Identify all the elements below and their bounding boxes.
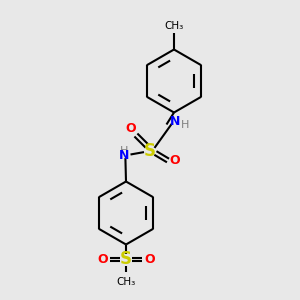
Text: S: S <box>144 142 156 160</box>
Text: N: N <box>118 148 129 162</box>
Text: N: N <box>170 115 180 128</box>
Text: O: O <box>144 253 155 266</box>
Text: O: O <box>125 122 136 136</box>
Text: CH₃: CH₃ <box>116 277 136 286</box>
Text: H: H <box>181 120 189 130</box>
Text: CH₃: CH₃ <box>164 22 184 32</box>
Text: S: S <box>120 250 132 268</box>
Text: H: H <box>119 146 128 156</box>
Text: O: O <box>169 154 180 167</box>
Text: O: O <box>97 253 108 266</box>
